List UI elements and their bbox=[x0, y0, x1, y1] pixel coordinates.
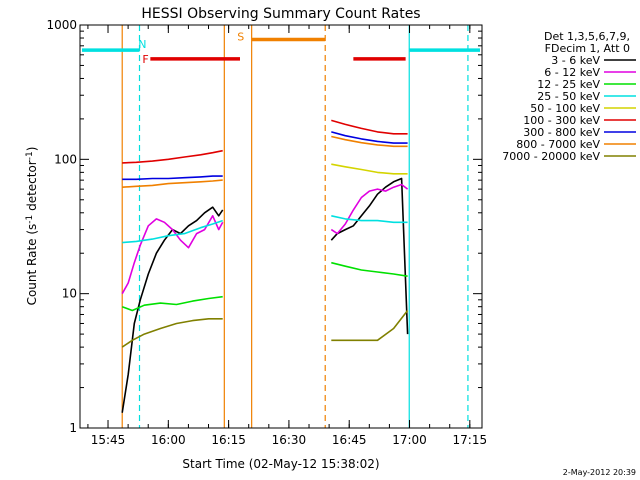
series-line-3-6-kev bbox=[330, 177, 409, 335]
series-line-6-12-kev bbox=[330, 183, 409, 235]
flag-label-f: F bbox=[142, 53, 148, 66]
y-tick-label: 10 bbox=[62, 287, 77, 301]
legend-entry-label: 100 - 300 keV bbox=[523, 114, 600, 127]
series-line-800-7000-kev bbox=[122, 179, 223, 188]
legend-entry-label: 25 - 50 keV bbox=[537, 90, 600, 103]
legend-entry-label: 7000 - 20000 keV bbox=[502, 150, 600, 163]
series-line-100-300-kev bbox=[122, 149, 223, 164]
chart-title: HESSI Observing Summary Count Rates bbox=[141, 6, 420, 22]
legend-header-line2: FDecim 1, Att 0 bbox=[545, 42, 630, 55]
legend-entry-label: 6 - 12 keV bbox=[544, 66, 600, 79]
series-line-25-50-kev bbox=[331, 215, 408, 224]
legend-entry-label: 12 - 25 keV bbox=[537, 78, 600, 91]
x-tick-label: 16:45 bbox=[332, 433, 367, 447]
x-tick-label: 16:00 bbox=[151, 433, 186, 447]
series-line-800-7000-kev bbox=[331, 135, 408, 148]
x-tick-label: 15:45 bbox=[91, 433, 126, 447]
series-line-300-800-kev bbox=[331, 131, 408, 144]
series-line-100-300-kev bbox=[331, 119, 408, 135]
series-line-6-12-kev bbox=[121, 215, 224, 295]
plot-frame bbox=[79, 24, 483, 429]
series-line-7000-20000-kev bbox=[331, 310, 409, 342]
x-axis-label: Start Time (02-May-12 15:38:02) bbox=[182, 457, 379, 471]
series-line-7000-20000-kev bbox=[121, 317, 223, 348]
x-axis: 15:45 16:00 16:15 16:30 16:45 17:00 17:15 bbox=[87, 25, 488, 447]
footer-date: 2-May-2012 20:39 bbox=[563, 468, 636, 477]
series-line-3-6-kev bbox=[121, 206, 224, 413]
series-line-300-800-kev bbox=[122, 175, 223, 181]
y-axis: 1 10 100 1000 bbox=[46, 18, 482, 435]
y-tick-label: 1 bbox=[69, 421, 77, 435]
y-tick-label: 1000 bbox=[46, 18, 77, 32]
legend-entry-label: 3 - 6 keV bbox=[551, 54, 600, 67]
series-line-50-100-kev bbox=[331, 163, 408, 175]
flag-label-s: S bbox=[237, 31, 244, 44]
legend-entry-label: 800 - 7000 keV bbox=[516, 138, 600, 151]
x-tick-label: 17:15 bbox=[453, 433, 488, 447]
legend-entry-label: 50 - 100 keV bbox=[530, 102, 600, 115]
y-axis-label: Count Rate (s-1 detector-1) bbox=[25, 147, 39, 306]
series-line-12-25-kev bbox=[121, 295, 223, 312]
x-tick-label: 16:30 bbox=[272, 433, 307, 447]
y-tick-label: 100 bbox=[54, 152, 77, 166]
flag-label-n: N bbox=[138, 38, 146, 51]
plot-area: NF S bbox=[82, 25, 480, 428]
series-line-25-50-kev bbox=[122, 219, 223, 244]
legend-entry-label: 300 - 800 keV bbox=[523, 126, 600, 139]
legend: Det 1,3,5,6,7,9, FDecim 1, Att 0 3 - 6 k… bbox=[502, 30, 636, 163]
series-line-12-25-kev bbox=[331, 261, 408, 277]
x-tick-label: 16:15 bbox=[211, 433, 246, 447]
legend-header-line1: Det 1,3,5,6,7,9, bbox=[544, 30, 630, 43]
x-tick-label: 17:00 bbox=[392, 433, 427, 447]
